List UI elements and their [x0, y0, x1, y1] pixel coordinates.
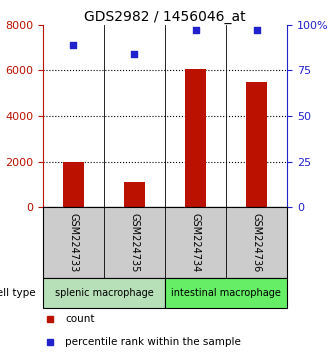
Bar: [63, 161, 84, 207]
Bar: [185, 69, 206, 207]
Point: [71, 42, 76, 48]
Title: GDS2982 / 1456046_at: GDS2982 / 1456046_at: [84, 10, 246, 24]
Text: GSM224733: GSM224733: [68, 213, 79, 272]
Bar: [246, 82, 267, 207]
Text: GSM224734: GSM224734: [190, 213, 201, 272]
Point: [132, 51, 137, 57]
Bar: [43, 278, 165, 308]
Bar: [124, 182, 145, 207]
Point: [254, 27, 259, 33]
Text: count: count: [65, 314, 94, 325]
Text: cell type: cell type: [0, 288, 36, 298]
Bar: [165, 278, 287, 308]
Point: [193, 27, 198, 33]
Text: percentile rank within the sample: percentile rank within the sample: [65, 337, 241, 348]
Text: splenic macrophage: splenic macrophage: [54, 288, 153, 298]
Text: GSM224735: GSM224735: [129, 213, 140, 272]
Text: intestinal macrophage: intestinal macrophage: [171, 288, 281, 298]
Text: GSM224736: GSM224736: [251, 213, 262, 272]
